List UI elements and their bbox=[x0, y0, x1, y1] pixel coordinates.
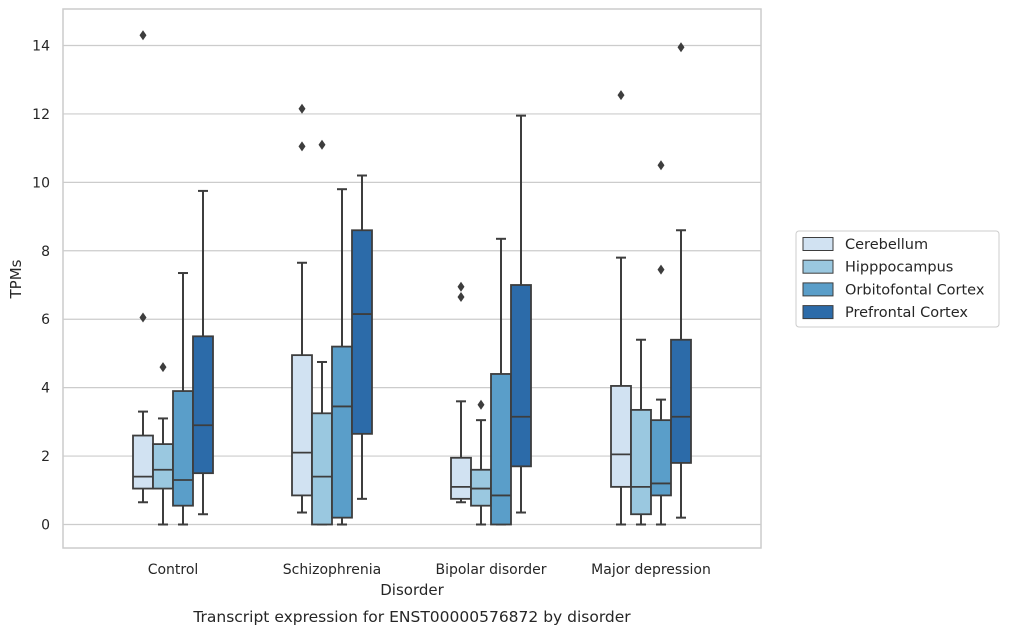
outlier-point bbox=[298, 103, 306, 114]
legend-swatch bbox=[802, 259, 834, 274]
box-iqr bbox=[152, 443, 174, 490]
y-tick-label: 14 bbox=[32, 39, 50, 55]
y-tick-label: 4 bbox=[41, 381, 50, 397]
legend-label: Cerebellum bbox=[845, 237, 928, 253]
plot-frame bbox=[62, 8, 762, 549]
y-tick-label: 2 bbox=[41, 449, 50, 465]
box-2-3 bbox=[510, 114, 532, 514]
outlier-point bbox=[477, 399, 485, 410]
box-iqr bbox=[630, 408, 652, 516]
box-3-2 bbox=[650, 160, 672, 526]
y-axis-label: TPMs bbox=[7, 259, 25, 299]
y-tick-label: 6 bbox=[41, 312, 50, 328]
legend-frame bbox=[795, 230, 1000, 328]
box-iqr bbox=[351, 229, 373, 435]
box-groups bbox=[132, 30, 692, 526]
x-tick-label: Bipolar disorder bbox=[435, 562, 546, 578]
outlier-point bbox=[139, 30, 147, 41]
box-2-0 bbox=[450, 281, 472, 504]
box-iqr bbox=[311, 412, 333, 526]
legend-label: Prefrontal Cortex bbox=[845, 305, 968, 321]
legend-swatch bbox=[802, 282, 834, 297]
box-0-1 bbox=[152, 362, 174, 526]
outlier-point bbox=[677, 42, 685, 53]
outlier-point bbox=[457, 291, 465, 302]
x-tick-labels: Control Schizophrenia Bipolar disorder Majo… bbox=[148, 562, 711, 578]
box-iqr bbox=[172, 390, 194, 507]
box-1-1 bbox=[311, 139, 333, 526]
box-iqr bbox=[510, 284, 532, 468]
legend-label: Hipppocampus bbox=[845, 260, 953, 276]
outlier-point bbox=[298, 141, 306, 152]
legend-swatch bbox=[802, 305, 834, 320]
box-0-3 bbox=[192, 189, 214, 516]
outlier-point bbox=[159, 362, 167, 373]
outlier-point bbox=[139, 312, 147, 323]
y-tick-labels: 0 2 4 6 8 10 12 14 bbox=[32, 39, 50, 534]
box-0-0 bbox=[132, 30, 154, 504]
outlier-point bbox=[457, 281, 465, 292]
y-tick-label: 10 bbox=[32, 175, 50, 191]
x-axis-label: Disorder bbox=[380, 581, 444, 599]
box-iqr bbox=[670, 338, 692, 464]
x-tick-label: Schizophrenia bbox=[283, 562, 381, 578]
outlier-point bbox=[617, 90, 625, 101]
x-tick-label: Major depression bbox=[591, 562, 711, 578]
box-iqr bbox=[610, 385, 632, 488]
x-tick-label: Control bbox=[148, 562, 199, 578]
legend-label: Orbitofontal Cortex bbox=[845, 282, 985, 298]
box-1-3 bbox=[351, 174, 373, 500]
outlier-point bbox=[657, 264, 665, 275]
box-iqr bbox=[450, 456, 472, 500]
box-iqr bbox=[331, 345, 353, 519]
box-3-0 bbox=[610, 90, 632, 526]
box-3-3 bbox=[670, 42, 692, 519]
chart-caption: Transcript expression for ENST0000057687… bbox=[192, 608, 631, 626]
y-tick-label: 8 bbox=[41, 244, 50, 260]
legend-swatch bbox=[802, 237, 834, 251]
box-iqr bbox=[291, 354, 313, 497]
outlier-point bbox=[318, 139, 326, 150]
outlier-point bbox=[657, 160, 665, 171]
box-iqr bbox=[132, 434, 154, 490]
box-1-0 bbox=[291, 103, 313, 514]
legend: Cerebellum Hipppocampus Orbitofontal Corte… bbox=[795, 230, 1000, 328]
y-tick-label: 0 bbox=[41, 518, 50, 534]
y-tick-label: 12 bbox=[32, 107, 50, 123]
box-iqr bbox=[490, 373, 512, 526]
box-0-2 bbox=[172, 272, 194, 526]
box-iqr bbox=[192, 335, 214, 475]
